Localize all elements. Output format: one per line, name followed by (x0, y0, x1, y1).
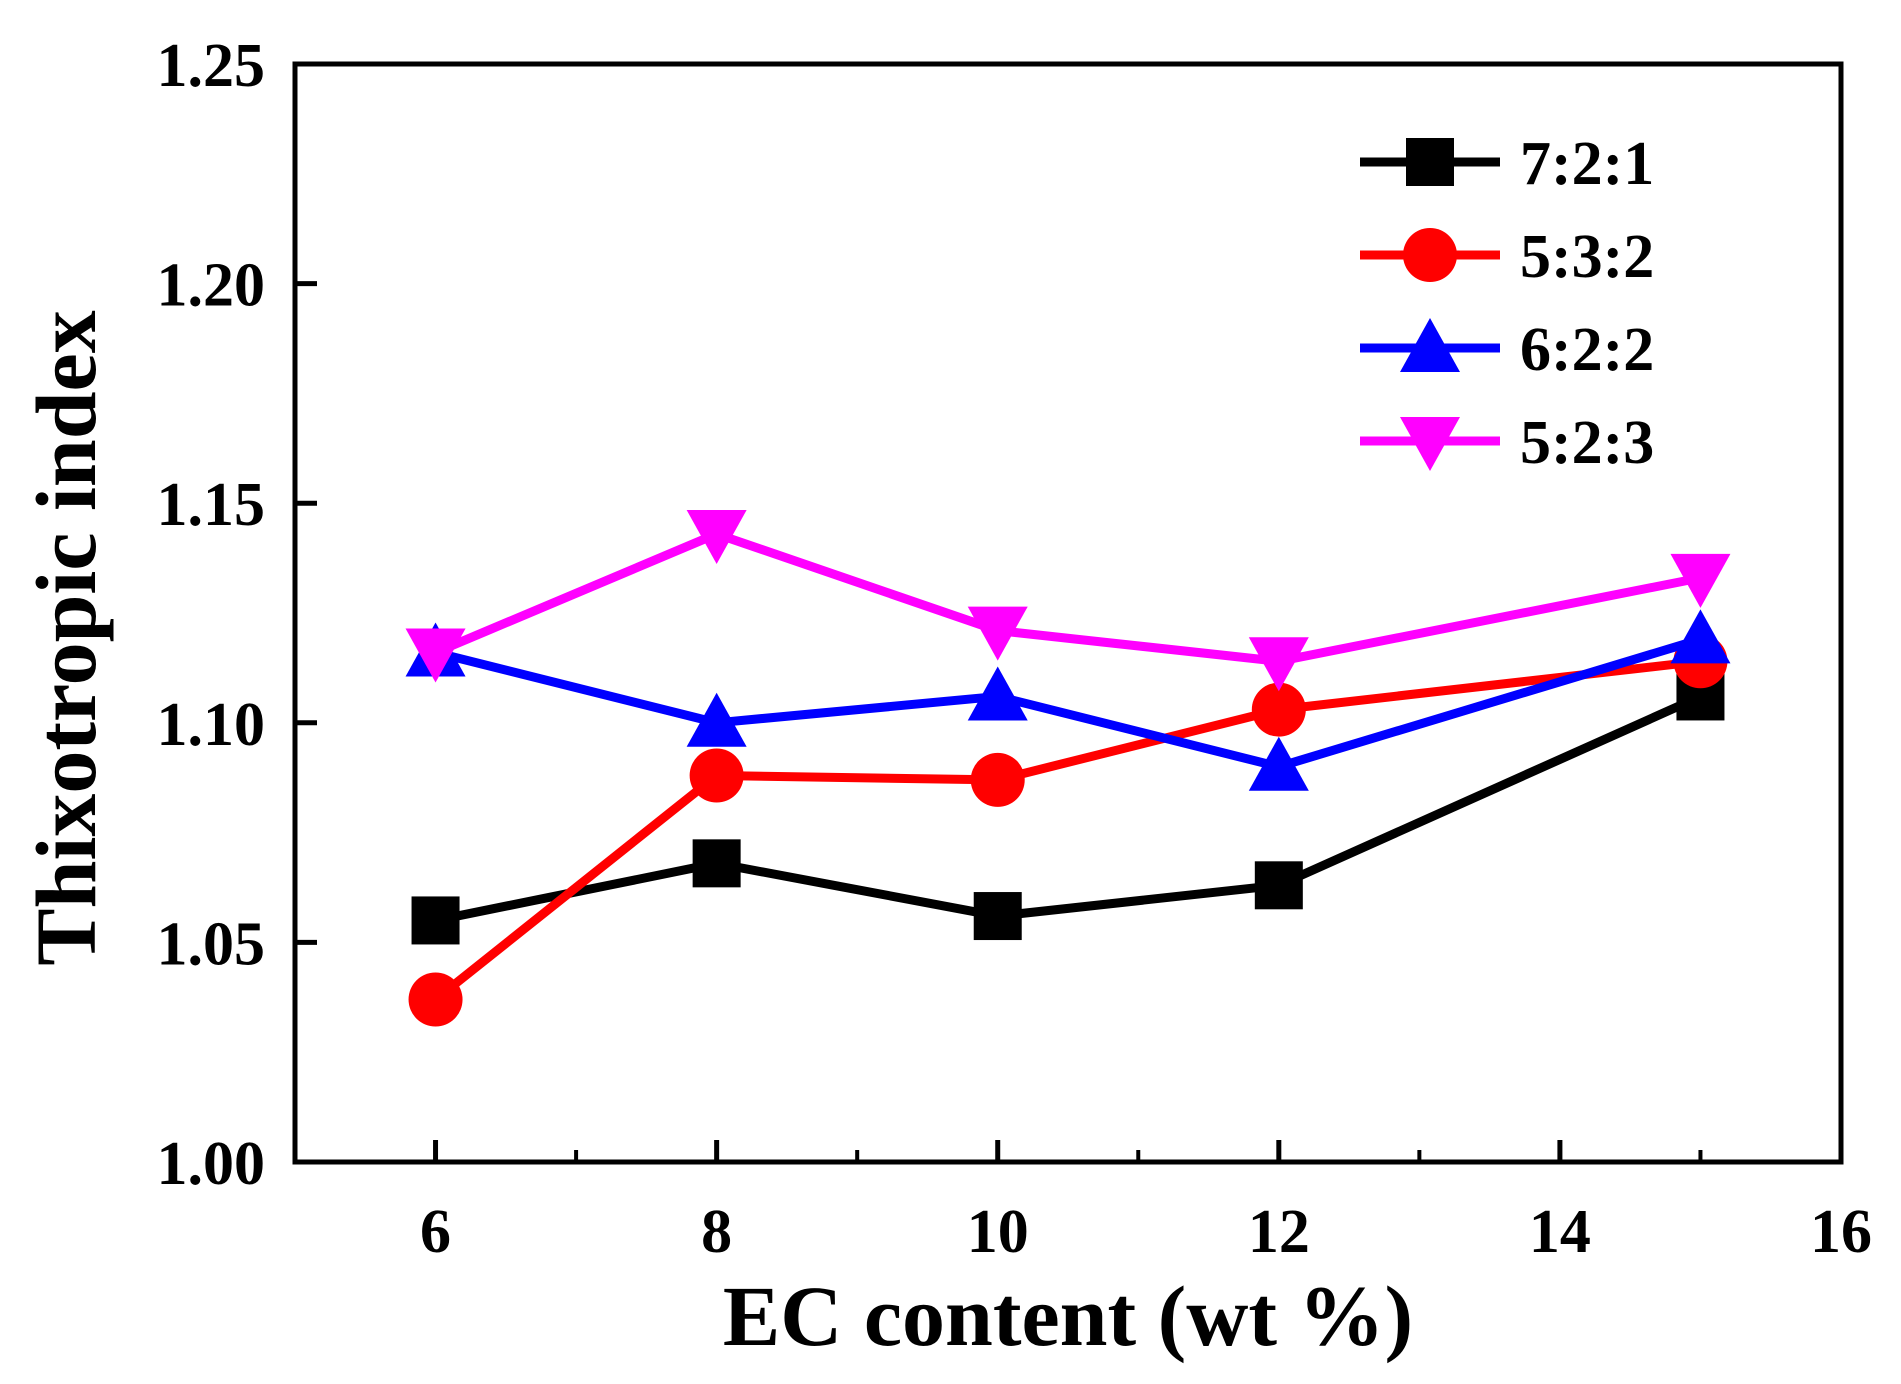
y-tick-label: 1.00 (157, 1130, 266, 1198)
data-point (1670, 553, 1731, 608)
legend-label: 7:2:1 (1520, 130, 1654, 198)
series-5-2-3 (405, 509, 1731, 692)
y-axis-label: Thixotropic index (18, 310, 114, 965)
legend-marker (1400, 417, 1460, 471)
data-point (1248, 736, 1309, 791)
data-point (1254, 861, 1303, 910)
legend-marker (1400, 318, 1460, 372)
x-axis-label: EC content (wt %) (723, 1268, 1413, 1364)
x-tick-label: 14 (1529, 1198, 1591, 1266)
data-point (1670, 609, 1731, 664)
plot-frame (292, 61, 1844, 1165)
y-tick-label: 1.10 (157, 691, 266, 759)
x-tick-label: 6 (420, 1198, 451, 1266)
y-tick-label: 1.15 (157, 471, 266, 539)
x-tick-label: 8 (701, 1198, 732, 1266)
data-point (973, 892, 1022, 941)
legend-label: 6:2:2 (1520, 316, 1654, 384)
data-point (686, 692, 747, 747)
data-point (1251, 682, 1306, 737)
y-tick-label: 1.20 (157, 252, 266, 320)
x-tick-label: 10 (967, 1198, 1029, 1266)
series-line (434, 692, 1703, 925)
data-point (967, 666, 1028, 721)
data-point (408, 972, 463, 1027)
legend-marker (1403, 228, 1457, 282)
data-point (689, 748, 744, 803)
x-tick-label: 12 (1248, 1198, 1310, 1266)
data-point (411, 896, 460, 945)
y-tick-label: 1.05 (157, 910, 266, 978)
legend-item: 7:2:1 (1360, 130, 1654, 198)
data-point (405, 628, 466, 683)
legend-item: 5:2:3 (1360, 409, 1654, 477)
data-point (692, 839, 741, 888)
legend-label: 5:2:3 (1520, 409, 1654, 477)
legend-marker (1406, 138, 1454, 186)
x-tick-label: 16 (1810, 1198, 1872, 1266)
data-point (970, 752, 1025, 807)
legend-item: 5:3:2 (1360, 223, 1654, 291)
legend-item: 6:2:2 (1360, 316, 1654, 384)
series-line (433, 529, 1702, 666)
legend-label: 5:3:2 (1520, 223, 1654, 291)
data-point (686, 509, 747, 564)
series-line (434, 635, 1702, 772)
data-point (967, 606, 1028, 661)
y-tick-label: 1.25 (157, 32, 266, 100)
series-5-3-2 (408, 634, 1728, 1027)
data-point (1248, 637, 1309, 692)
